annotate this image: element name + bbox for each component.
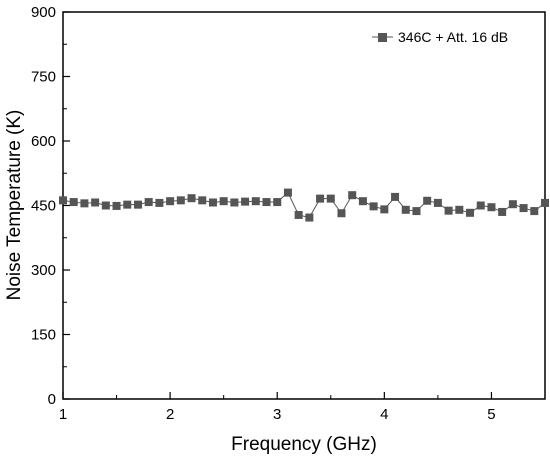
y-tick-label: 0 [48, 391, 56, 408]
x-tick-label: 2 [166, 406, 174, 423]
data-point [487, 203, 496, 212]
legend: 346C + Att. 16 dB [372, 29, 508, 45]
data-point [541, 198, 549, 207]
x-tick-label: 3 [273, 406, 281, 423]
data-point [519, 204, 528, 213]
data-point [476, 201, 485, 210]
data-point [369, 202, 378, 211]
y-tick-label: 600 [31, 133, 56, 150]
data-point [91, 198, 100, 207]
x-tick-label: 4 [380, 406, 388, 423]
data-point [358, 197, 367, 206]
y-tick-label: 150 [31, 327, 56, 344]
data-point [305, 213, 314, 222]
data-point [101, 201, 110, 210]
data-point [337, 209, 346, 218]
data-point [455, 205, 464, 214]
x-tick-label: 5 [487, 406, 495, 423]
data-point [498, 207, 507, 216]
data-point [80, 199, 89, 208]
data-point [433, 198, 442, 207]
data-point [401, 205, 410, 214]
data-point [187, 194, 196, 203]
data-point [59, 196, 67, 205]
data-point [112, 201, 121, 210]
data-point [230, 198, 239, 207]
y-tick-label: 450 [31, 198, 56, 215]
y-tick-label: 900 [31, 4, 56, 21]
data-point [176, 196, 185, 205]
data-point [123, 200, 132, 209]
data-point [283, 188, 292, 197]
data-point [155, 198, 164, 207]
data-point [251, 197, 260, 206]
legend-label: 346C + Att. 16 dB [398, 29, 508, 45]
data-point [466, 208, 475, 217]
data-point [508, 200, 517, 209]
data-point [423, 196, 432, 205]
data-point [241, 197, 250, 206]
data-point [530, 207, 539, 216]
x-tick-label: 1 [59, 406, 67, 423]
data-point [444, 206, 453, 215]
data-point [166, 197, 175, 206]
data-point [133, 200, 142, 209]
series-line [62, 191, 546, 219]
series-layer [59, 188, 549, 222]
x-axis-title: Frequency (GHz) [231, 434, 377, 455]
data-point [69, 198, 78, 207]
y-tick-label: 750 [31, 69, 56, 86]
data-point [144, 198, 153, 207]
data-point [262, 198, 271, 207]
data-point [198, 196, 207, 205]
y-axis-title: Noise Temperature (K) [4, 110, 25, 301]
data-point [208, 198, 217, 207]
data-point [273, 198, 282, 207]
legend-marker [378, 33, 387, 42]
data-point [412, 207, 421, 216]
data-point [326, 194, 335, 203]
data-point [380, 205, 389, 214]
data-point [348, 191, 357, 200]
data-point [219, 197, 228, 206]
data-point [294, 210, 303, 219]
y-tick-label: 300 [31, 262, 56, 279]
data-point [391, 192, 400, 201]
data-point [316, 194, 325, 203]
